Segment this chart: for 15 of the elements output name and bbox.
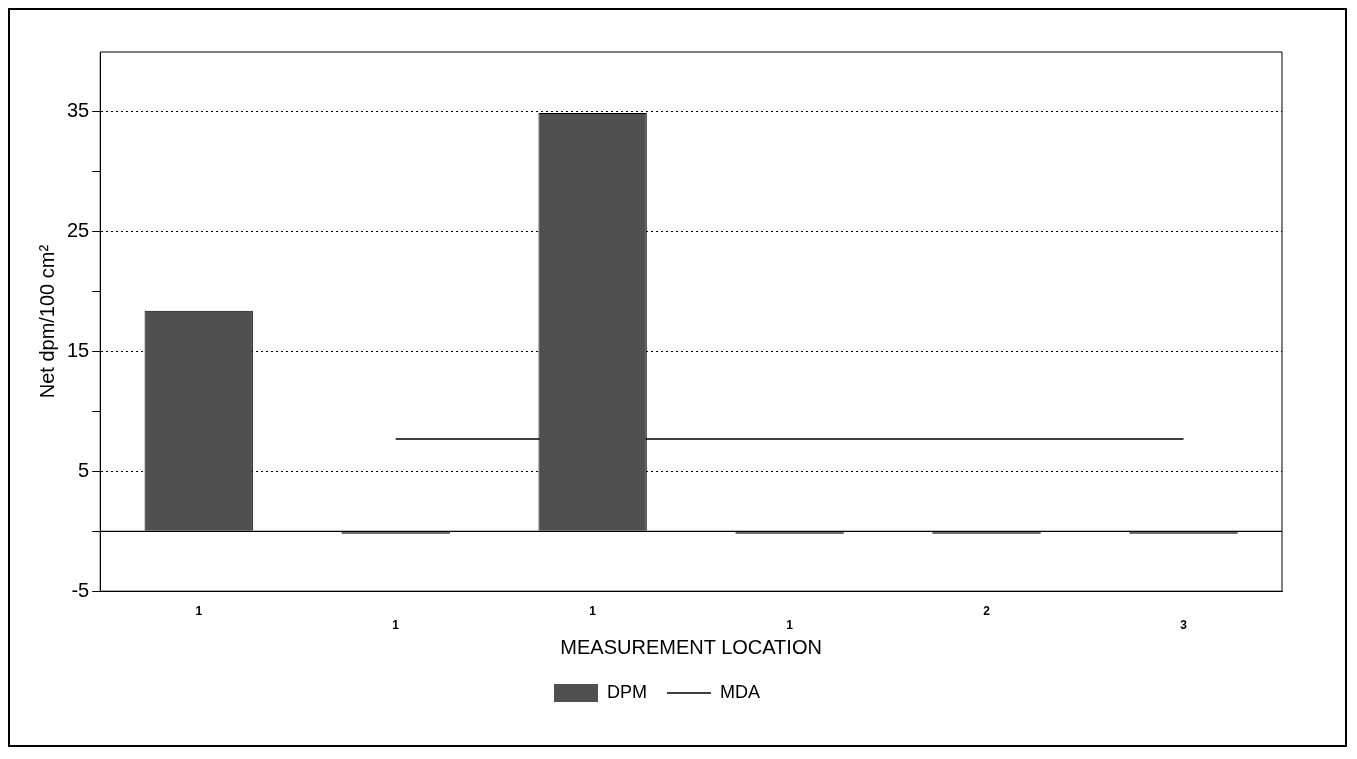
legend-label: DPM	[607, 681, 647, 702]
y-tick-label: 35	[67, 99, 90, 122]
x-tick-label: 2	[983, 603, 991, 618]
x-tick-label: 1	[589, 603, 597, 618]
x-axis-title: MEASUREMENT LOCATION	[560, 635, 822, 658]
y-tick-label: 15	[67, 339, 90, 362]
y-tick-label: -5	[71, 578, 90, 601]
y-tick-label: 5	[78, 458, 90, 481]
y-axis-title: Net dpm/100 cm²	[35, 244, 58, 399]
x-tick-label: 1	[195, 603, 203, 618]
y-tick-label: 25	[67, 219, 90, 242]
x-tick-label: 1	[392, 618, 400, 633]
x-tick-label: 1	[786, 618, 794, 633]
x-tick-label: 3	[1180, 618, 1188, 633]
legend-label: MDA	[720, 681, 760, 702]
